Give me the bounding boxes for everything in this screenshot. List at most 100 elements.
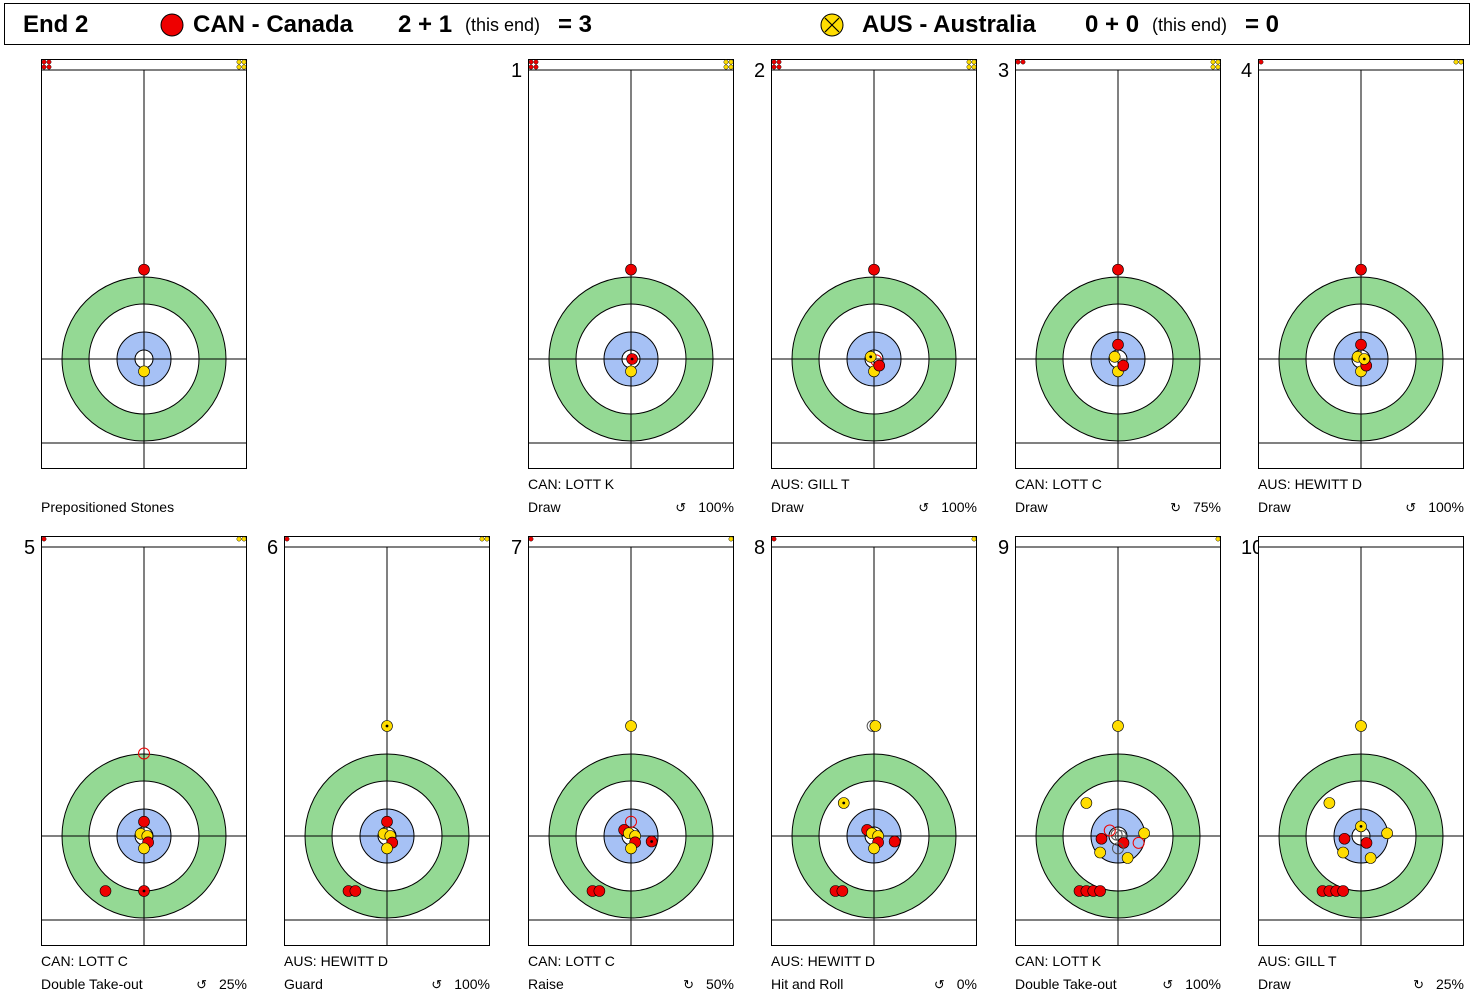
player-label: CAN: LOTT C [1015,476,1102,492]
shot-percentage: 0% [956,976,977,992]
remaining-stones [41,536,247,542]
counterclockwise-icon: ↺ [933,977,945,992]
sheet-diagram [771,536,977,946]
red-stone [873,359,886,372]
shot-type-label: Hit and Roll [771,976,844,992]
sheet-diagram [771,59,977,469]
ghost-stone [138,747,150,760]
clockwise-icon: ↻ [1413,977,1424,992]
counterclockwise-icon: ↺ [1405,500,1417,515]
yellow-stone [1355,820,1367,833]
team1-score: 2 + 1 [398,11,453,38]
shot-score: ↺ 100% [1405,499,1464,516]
shot-percentage: 100% [454,976,490,992]
player-label: CAN: LOTT K [1015,953,1102,969]
red-stone [381,815,393,828]
remaining-stones [528,59,734,70]
shot-panel: 4 AUS: HEWITT D Draw ↺ 100% [1241,59,1464,515]
team2-this-end: (this end) [1152,15,1228,35]
yellow-stone [1381,827,1393,840]
shot-panel: 5 CAN: LOTT C Double Take-out ↺ 25% [24,536,247,992]
remaining-stones [284,536,490,542]
sheet-diagram [1015,59,1221,469]
end-label: End 2 [23,11,89,38]
red-stone [593,885,606,897]
red-stone [1094,885,1106,897]
red-stone [1112,338,1124,351]
counterclockwise-icon: ↺ [431,977,443,992]
red-stone [1337,885,1349,897]
red-stone [1117,359,1130,372]
yellow-stone [869,720,882,732]
shot-score: ↻ 75% [1170,499,1221,516]
shot-number: 2 [754,60,766,82]
shot-number: 5 [24,537,36,559]
shot-panel: 2 AUS: GILL T Draw ↺ 100% [754,59,977,515]
shot-score: ↺ 100% [675,499,734,516]
red-stone [99,885,112,897]
ghost-stone [1132,836,1145,849]
yellow-stone [1337,846,1349,859]
shot-score: ↻ 50% [683,976,734,993]
red-stone [138,815,150,828]
yellow-stone [1108,350,1121,363]
shot-type-label: Double Take-out [1015,976,1117,992]
red-stone [1360,837,1373,849]
red-stone [888,835,901,848]
sheet-diagram [41,536,247,946]
shot-score: ↻ 25% [1413,976,1464,993]
ghost-stone [1103,824,1116,837]
yellow-stone [1112,720,1124,732]
shot-type-label: Guard [284,976,323,992]
shot-percentage: 75% [1192,499,1221,515]
shot-panel: 9 CAN: LOTT K Double Take-out ↺ 100% [998,536,1221,992]
shot-number: 3 [998,60,1010,82]
shot-percentage: 25% [218,976,247,992]
team2-total: = 0 [1245,11,1280,38]
team1-total: = 3 [558,11,593,38]
shot-type-label: Draw [528,499,561,515]
team2-score: 0 + 0 [1085,11,1140,38]
shot-panel: 6 AUS: HEWITT D Guard ↺ 100% [267,536,490,992]
sheet-diagram [1258,536,1464,946]
counterclockwise-icon: ↺ [918,500,930,515]
yellow-stone [1358,353,1371,365]
player-label: CAN: LOTT C [41,953,128,969]
ghost-stone [625,815,637,828]
shot-type-label: Draw [1258,976,1291,992]
clockwise-icon: ↻ [683,977,694,992]
shot-number: 7 [511,537,523,559]
shot-panel: 10 AUS: GILL T Draw ↻ 25% [1241,536,1464,992]
shot-panel: Prepositioned Stones [41,59,247,515]
shot-score: ↺ 100% [918,499,977,516]
yellow-stone [1355,720,1367,732]
yellow-stone [1364,852,1377,864]
remaining-stones [1215,536,1221,542]
team1-this-end: (this end) [465,15,541,35]
team1-stone-icon [160,13,184,37]
shot-type-label: Double Take-out [41,976,143,992]
yellow-stone [381,720,393,732]
team2-stone-icon [820,13,844,37]
player-label: AUS: GILL T [771,476,850,492]
remaining-stones [771,59,977,70]
yellow-stone [1138,827,1150,840]
red-stone [868,263,880,276]
sheet-diagram [528,536,734,946]
team2-name: AUS - Australia [862,11,1036,38]
player-label: AUS: HEWITT D [1258,476,1362,492]
remaining-stones [1258,59,1464,65]
shot-percentage: 50% [705,976,734,992]
remaining-stones [41,59,247,70]
red-stone [645,835,658,848]
red-stone [1338,832,1351,845]
red-stone [1112,263,1124,276]
yellow-stone [381,842,393,855]
red-stone [138,885,150,897]
shot-percentage: 100% [941,499,977,515]
yellow-stone [1323,797,1336,809]
yellow-stone [138,842,150,855]
yellow-stone [625,720,637,732]
shot-panel: 7 CAN: LOTT C Raise ↻ 50% [511,536,734,992]
shot-panel: 3 CAN: LOTT C Draw ↻ 75% [998,59,1221,515]
